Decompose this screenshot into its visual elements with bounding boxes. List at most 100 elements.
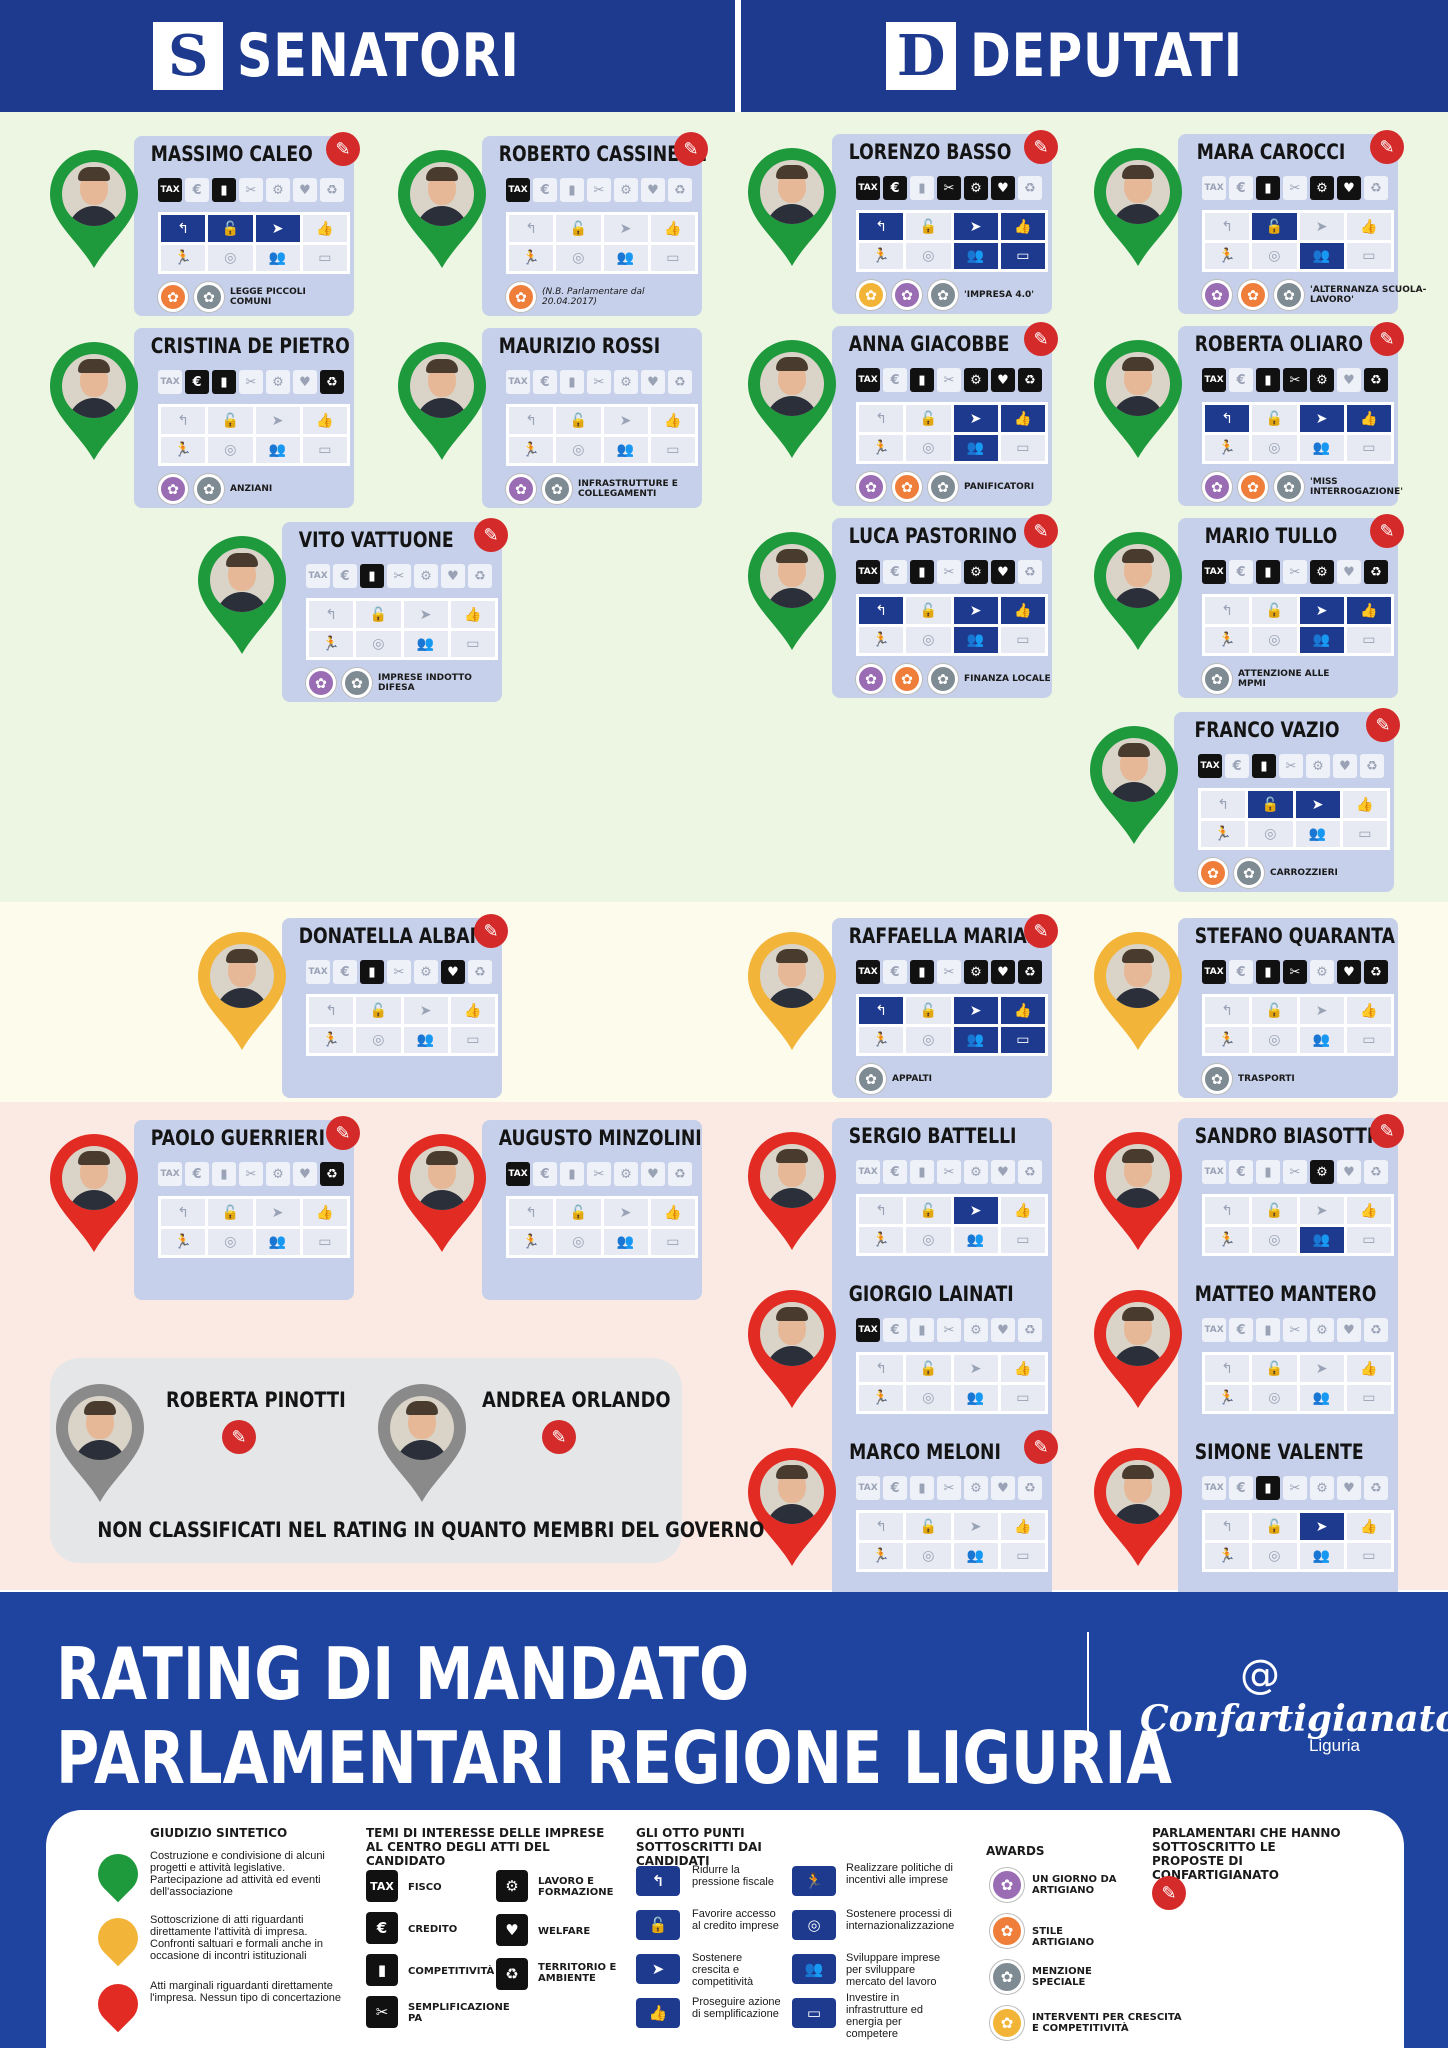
points-grid: ↰ 🔓 ➤ 👍 🏃 ◎ 👥 ▭ (506, 1196, 698, 1258)
heart-icon: ♥ (991, 176, 1015, 200)
pencil-icon: ✎ (1024, 1430, 1058, 1464)
theme-icons: TAX € ▮ ✂ ⚙ ♥ ♻ (306, 960, 492, 984)
legend-sottoscritto-title: PARLAMENTARI CHE HANNO SOTTOSCRITTO LE P… (1152, 1826, 1352, 1882)
legend-giudizio-title: GIUDIZIO SINTETICO (150, 1826, 287, 1840)
globe-icon: ◎ (906, 1227, 950, 1254)
card-panel: LUCA PASTORINO ✎ TAX € ▮ ✂ ⚙ ♥ ♻ ↰ 🔓 ➤ 👍 🏃 ◎ 👥 ▭ ✿ ✿ ✿ FINAN… (832, 518, 1052, 698)
arrow-return-icon: ↰ (859, 1355, 903, 1382)
politician-card: CRISTINA DE PIETRO TAX € ▮ ✂ ⚙ ♥ ♻ ↰ 🔓 ➤ 👍 🏃 ◎ 👥 ▭ ✿ ✿ ANZ… (44, 328, 354, 508)
avatar (210, 548, 274, 612)
rating-pin (742, 142, 842, 270)
scissors-icon: ✂ (1283, 960, 1307, 984)
arrow-return-icon: ↰ (1205, 1355, 1249, 1382)
politician-name: MARCO MELONI (849, 1440, 1002, 1464)
points-grid: ↰ 🔓 ➤ 👍 🏃 ◎ 👥 ▭ (306, 994, 498, 1056)
recycle-icon: ♻ (1018, 1318, 1042, 1342)
arrow-return-icon: ↰ (859, 597, 903, 624)
cursor-icon: ➤ (954, 405, 998, 432)
people-icon: 👥 (954, 1227, 998, 1254)
tax-icon: TAX (1202, 176, 1226, 200)
award-note: 'MISS INTERROGAZIONE' (1310, 477, 1430, 497)
arrow-return-icon: ↰ (1205, 1513, 1249, 1540)
politician-name: CRISTINA DE PIETRO (151, 334, 304, 358)
politician-name: RAFFAELLA MARIANI (849, 924, 1002, 948)
tax-icon: TAX (1202, 368, 1226, 392)
medal-gray-icon: ✿ (928, 472, 958, 502)
gov-member-name: ROBERTA PINOTTI (166, 1388, 346, 1412)
battery-icon: ▭ (1347, 1543, 1391, 1570)
battery-icon: ▭ (1347, 1027, 1391, 1054)
avatar (760, 544, 824, 608)
battery-icon: ▭ (303, 437, 347, 464)
politician-card: ROBERTO CASSINELLI ✎ TAX € ▮ ✂ ⚙ ♥ ♻ ↰ 🔓 ➤ 👍 🏃 ◎ 👥 ▭ ✿ (N.… (392, 136, 702, 316)
globe-icon: ◎ (906, 1385, 950, 1412)
pencil-icon: ✎ (674, 132, 708, 166)
politician-card: PAOLO GUERRIERI M. ✎ TAX € ▮ ✂ ⚙ ♥ ♻ ↰ 🔓 ➤ 👍 🏃 ◎ 👥 ▭ (44, 1120, 354, 1300)
recycle-icon: ♻ (320, 370, 344, 394)
award-note: INFRASTRUTTURE E COLLEGAMENTI (578, 479, 698, 499)
arrow-return-icon: ↰ (859, 213, 903, 240)
euro-icon: € (883, 368, 907, 392)
runner-icon: 🏃 (509, 1229, 553, 1256)
politician-name: FRANCO VAZIO (1191, 718, 1344, 742)
lock-icon: 🔓 (1252, 997, 1296, 1024)
card-panel: STEFANO QUARANTA TAX € ▮ ✂ ⚙ ♥ ♻ ↰ 🔓 ➤ 👍 🏃 ◎ 👥 ▭ ✿ TRASPO… (1178, 918, 1398, 1098)
theme-icons: TAX € ▮ ✂ ⚙ ♥ ♻ (158, 370, 344, 394)
scissors-icon: ✂ (937, 1318, 961, 1342)
thumbs-up-icon: 👍 (1001, 405, 1045, 432)
theme-icons: TAX € ▮ ✂ ⚙ ♥ ♻ (158, 178, 344, 202)
euro-icon: € (185, 178, 209, 202)
cursor-icon: ➤ (1300, 1355, 1344, 1382)
award-note: (N.B. Parlamentare dal 20.04.2017) (542, 287, 662, 307)
euro-icon: € (1229, 1160, 1253, 1184)
avatar (760, 352, 824, 416)
scissors-icon: ✂ (1283, 1318, 1307, 1342)
government-note: NON CLASSIFICATI NEL RATING IN QUANTO ME… (97, 1518, 634, 1542)
euro-icon: € (1229, 960, 1253, 984)
points-grid: ↰ 🔓 ➤ 👍 🏃 ◎ 👥 ▭ (158, 212, 350, 274)
lock-icon: 🔓 (906, 405, 950, 432)
medal-violet-icon: ✿ (856, 472, 886, 502)
header-senatori: S SENATORI (0, 0, 735, 112)
award-note: TRASPORTI (1238, 1074, 1358, 1084)
heart-icon: ♥ (441, 960, 465, 984)
tax-icon: TAX (366, 1870, 398, 1902)
avatar (410, 354, 474, 418)
battery-icon: ▭ (1001, 435, 1045, 462)
tax-icon: TAX (856, 176, 880, 200)
politician-name: LUCA PASTORINO (849, 524, 1002, 548)
scissors-icon: ✂ (1283, 368, 1307, 392)
battery-icon: ▭ (1347, 627, 1391, 654)
chart-icon: ▮ (1256, 1160, 1280, 1184)
rating-pin (1088, 926, 1188, 1054)
globe-icon: ◎ (906, 435, 950, 462)
people-icon: 👥 (404, 1027, 448, 1054)
pencil-icon: ✎ (1366, 708, 1400, 742)
card-panel: ROBERTO CASSINELLI ✎ TAX € ▮ ✂ ⚙ ♥ ♻ ↰ 🔓 ➤ 👍 🏃 ◎ 👥 ▭ ✿ (N.… (482, 136, 702, 316)
battery-icon: ▭ (1001, 1385, 1045, 1412)
arrow-return-icon: ↰ (509, 1199, 553, 1226)
euro-icon: € (185, 370, 209, 394)
chart-icon: ▮ (910, 176, 934, 200)
thumbs-up-icon: 👍 (1001, 213, 1045, 240)
politician-card: AUGUSTO MINZOLINI TAX € ▮ ✂ ⚙ ♥ ♻ ↰ 🔓 ➤ 👍 🏃 ◎ 👥 ▭ (392, 1120, 702, 1300)
globe-icon: ◎ (1252, 435, 1296, 462)
gear-icon: ⚙ (964, 1160, 988, 1184)
tax-icon: TAX (856, 1160, 880, 1184)
lock-icon: 🔓 (636, 1910, 680, 1940)
cursor-icon: ➤ (404, 997, 448, 1024)
heart-icon: ♥ (1337, 176, 1361, 200)
gear-icon: ⚙ (414, 564, 438, 588)
politician-card: FRANCO VAZIO ✎ TAX € ▮ ✂ ⚙ ♥ ♻ ↰ 🔓 ➤ 👍 🏃 ◎ 👥 ▭ ✿ ✿ CARROZZI… (1084, 712, 1394, 892)
recycle-icon: ♻ (1360, 754, 1384, 778)
people-icon: 👥 (1300, 627, 1344, 654)
battery-icon: ▭ (1347, 435, 1391, 462)
awards-row: ✿ ✿ LEGGE PICCOLI COMUNI (158, 282, 350, 312)
runner-icon: 🏃 (1205, 627, 1249, 654)
battery-icon: ▭ (651, 437, 695, 464)
medal-gray-icon: ✿ (1234, 858, 1264, 888)
legend-tema: CREDITO (408, 1924, 488, 1935)
heart-icon: ♥ (991, 368, 1015, 392)
globe-icon: ◎ (906, 1027, 950, 1054)
globe-icon: ◎ (1252, 1027, 1296, 1054)
